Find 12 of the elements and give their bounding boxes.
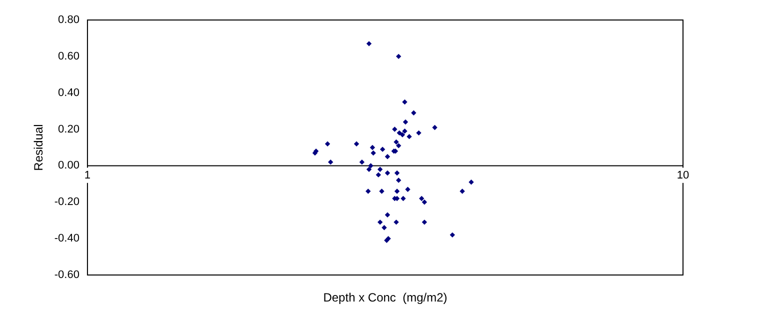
x-axis-title: Depth x Conc (mg/m2) — [323, 290, 448, 304]
y-tick-label: 0.60 — [58, 50, 80, 62]
y-tick-label: -0.60 — [54, 269, 80, 282]
x-tick-label: 10 — [676, 169, 690, 182]
y-tick-label: 0.20 — [58, 123, 80, 136]
y-tick-label: 0.80 — [58, 14, 80, 26]
y-tick-label: -0.40 — [54, 232, 80, 245]
x-tick-label: 1 — [84, 169, 91, 182]
y-tick-label: 0.40 — [58, 86, 80, 99]
y-tick-label: -0.20 — [54, 196, 80, 208]
y-axis-title: Residual — [32, 124, 46, 171]
y-tick-label: 0.00 — [58, 160, 80, 172]
